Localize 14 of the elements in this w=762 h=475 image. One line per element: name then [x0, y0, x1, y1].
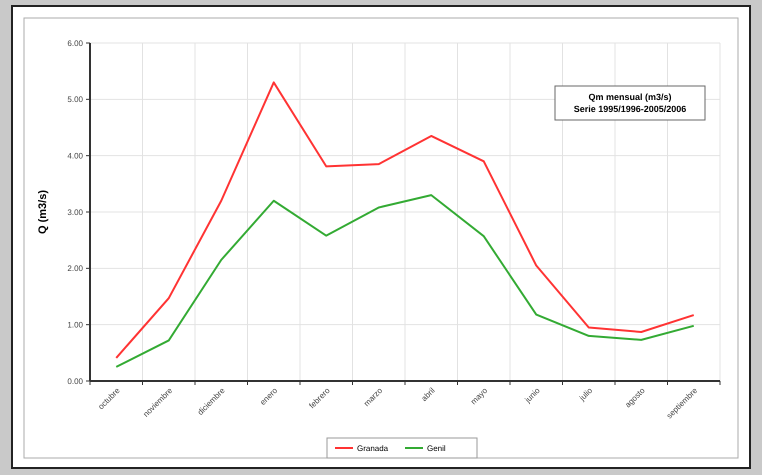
y-tick-label: 2.00 — [67, 264, 84, 274]
line-series — [115, 194, 695, 368]
y-tick-label: 5.00 — [67, 95, 84, 104]
y-axis-title: Q (m3/s) — [37, 190, 49, 234]
annotation: Qm mensual (m3/s) — [588, 92, 672, 102]
y-tick-label: 6.00 — [67, 38, 84, 48]
legend-label: Granada — [357, 444, 389, 453]
y-tick-label: 4.00 — [67, 151, 84, 160]
legend-label: Genil — [427, 444, 446, 453]
y-tick-label: 0.00 — [67, 376, 84, 386]
line-series — [115, 81, 695, 359]
annotation: Serie 1995/1996-2005/2006 — [574, 104, 686, 114]
y-tick-label: 1.00 — [67, 320, 84, 330]
y-tick-label: 3.00 — [67, 208, 84, 217]
